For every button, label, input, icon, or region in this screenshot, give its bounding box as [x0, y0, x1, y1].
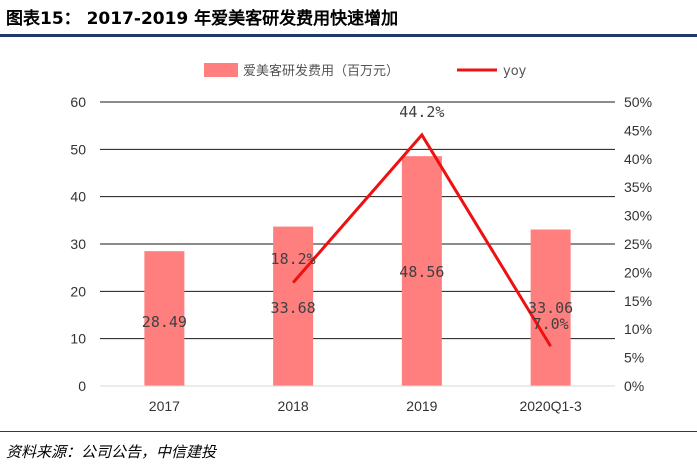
y-left-tick-label: 10	[70, 331, 86, 347]
title-rule	[0, 34, 697, 37]
bar-value-label: 28.49	[142, 313, 187, 331]
y-left-tick-label: 30	[70, 236, 86, 252]
y-right-tick-label: 0%	[624, 378, 644, 394]
y-right-tick-label: 35%	[624, 179, 652, 195]
bar-value-label: 48.56	[399, 263, 444, 281]
data-labels: 28.49 33.68 48.56 33.06 18.2% 44.2% 7.0%	[142, 103, 573, 333]
legend-bar-swatch	[204, 63, 238, 77]
y-left-tick-label: 20	[70, 283, 86, 299]
yoy-value-label: 18.2%	[271, 250, 316, 268]
y-right-tick-label: 5%	[624, 350, 644, 366]
y-left-tick-label: 0	[78, 378, 86, 394]
legend-bar-label: 爱美客研发费用（百万元）	[243, 63, 399, 79]
bar	[401, 156, 442, 386]
y-left-tick-label: 60	[70, 94, 86, 110]
y-left-tick-label: 50	[70, 141, 86, 157]
combo-chart: 0 10 20 30 40 50 60 0% 5% 10% 15% 20% 25% 30% 35% 40% 45…	[70, 63, 652, 414]
source-rule	[0, 431, 697, 432]
y-right-tick-label: 15%	[624, 293, 652, 309]
bar-value-label: 33.06	[528, 299, 573, 317]
y-right-tick-label: 45%	[624, 122, 652, 138]
bar-value-label: 33.68	[271, 299, 316, 317]
source-note: 资料来源：公司公告，中信建投	[6, 443, 217, 461]
bar	[144, 251, 185, 386]
y-right-tick-label: 40%	[624, 151, 652, 167]
bar-series	[144, 156, 571, 386]
y-right-tick-label: 20%	[624, 264, 652, 280]
yoy-value-label: 7.0%	[533, 315, 569, 333]
figure-title: 图表15： 2017-2019 年爱美客研发费用快速增加	[6, 9, 399, 29]
legend[interactable]: 爱美客研发费用（百万元） yoy	[204, 63, 527, 79]
axes: 0 10 20 30 40 50 60 0% 5% 10% 15% 20% 25% 30% 35% 40% 45…	[70, 94, 652, 414]
yoy-series	[291, 132, 552, 348]
y-left-tick-label: 40	[70, 189, 86, 205]
x-tick-label: 2020Q1-3	[519, 398, 581, 414]
yoy-value-label: 44.2%	[399, 103, 444, 121]
x-tick-label: 2018	[278, 398, 309, 414]
x-tick-label: 2017	[149, 398, 180, 414]
grid	[100, 101, 615, 340]
legend-line-label: yoy	[503, 64, 527, 79]
y-right-tick-label: 30%	[624, 208, 652, 224]
bar	[530, 229, 571, 386]
bar	[273, 226, 314, 386]
y-right-tick-label: 25%	[624, 236, 652, 252]
x-tick-label: 2019	[406, 398, 437, 414]
y-right-tick-label: 50%	[624, 94, 652, 110]
y-right-tick-label: 10%	[624, 321, 652, 337]
